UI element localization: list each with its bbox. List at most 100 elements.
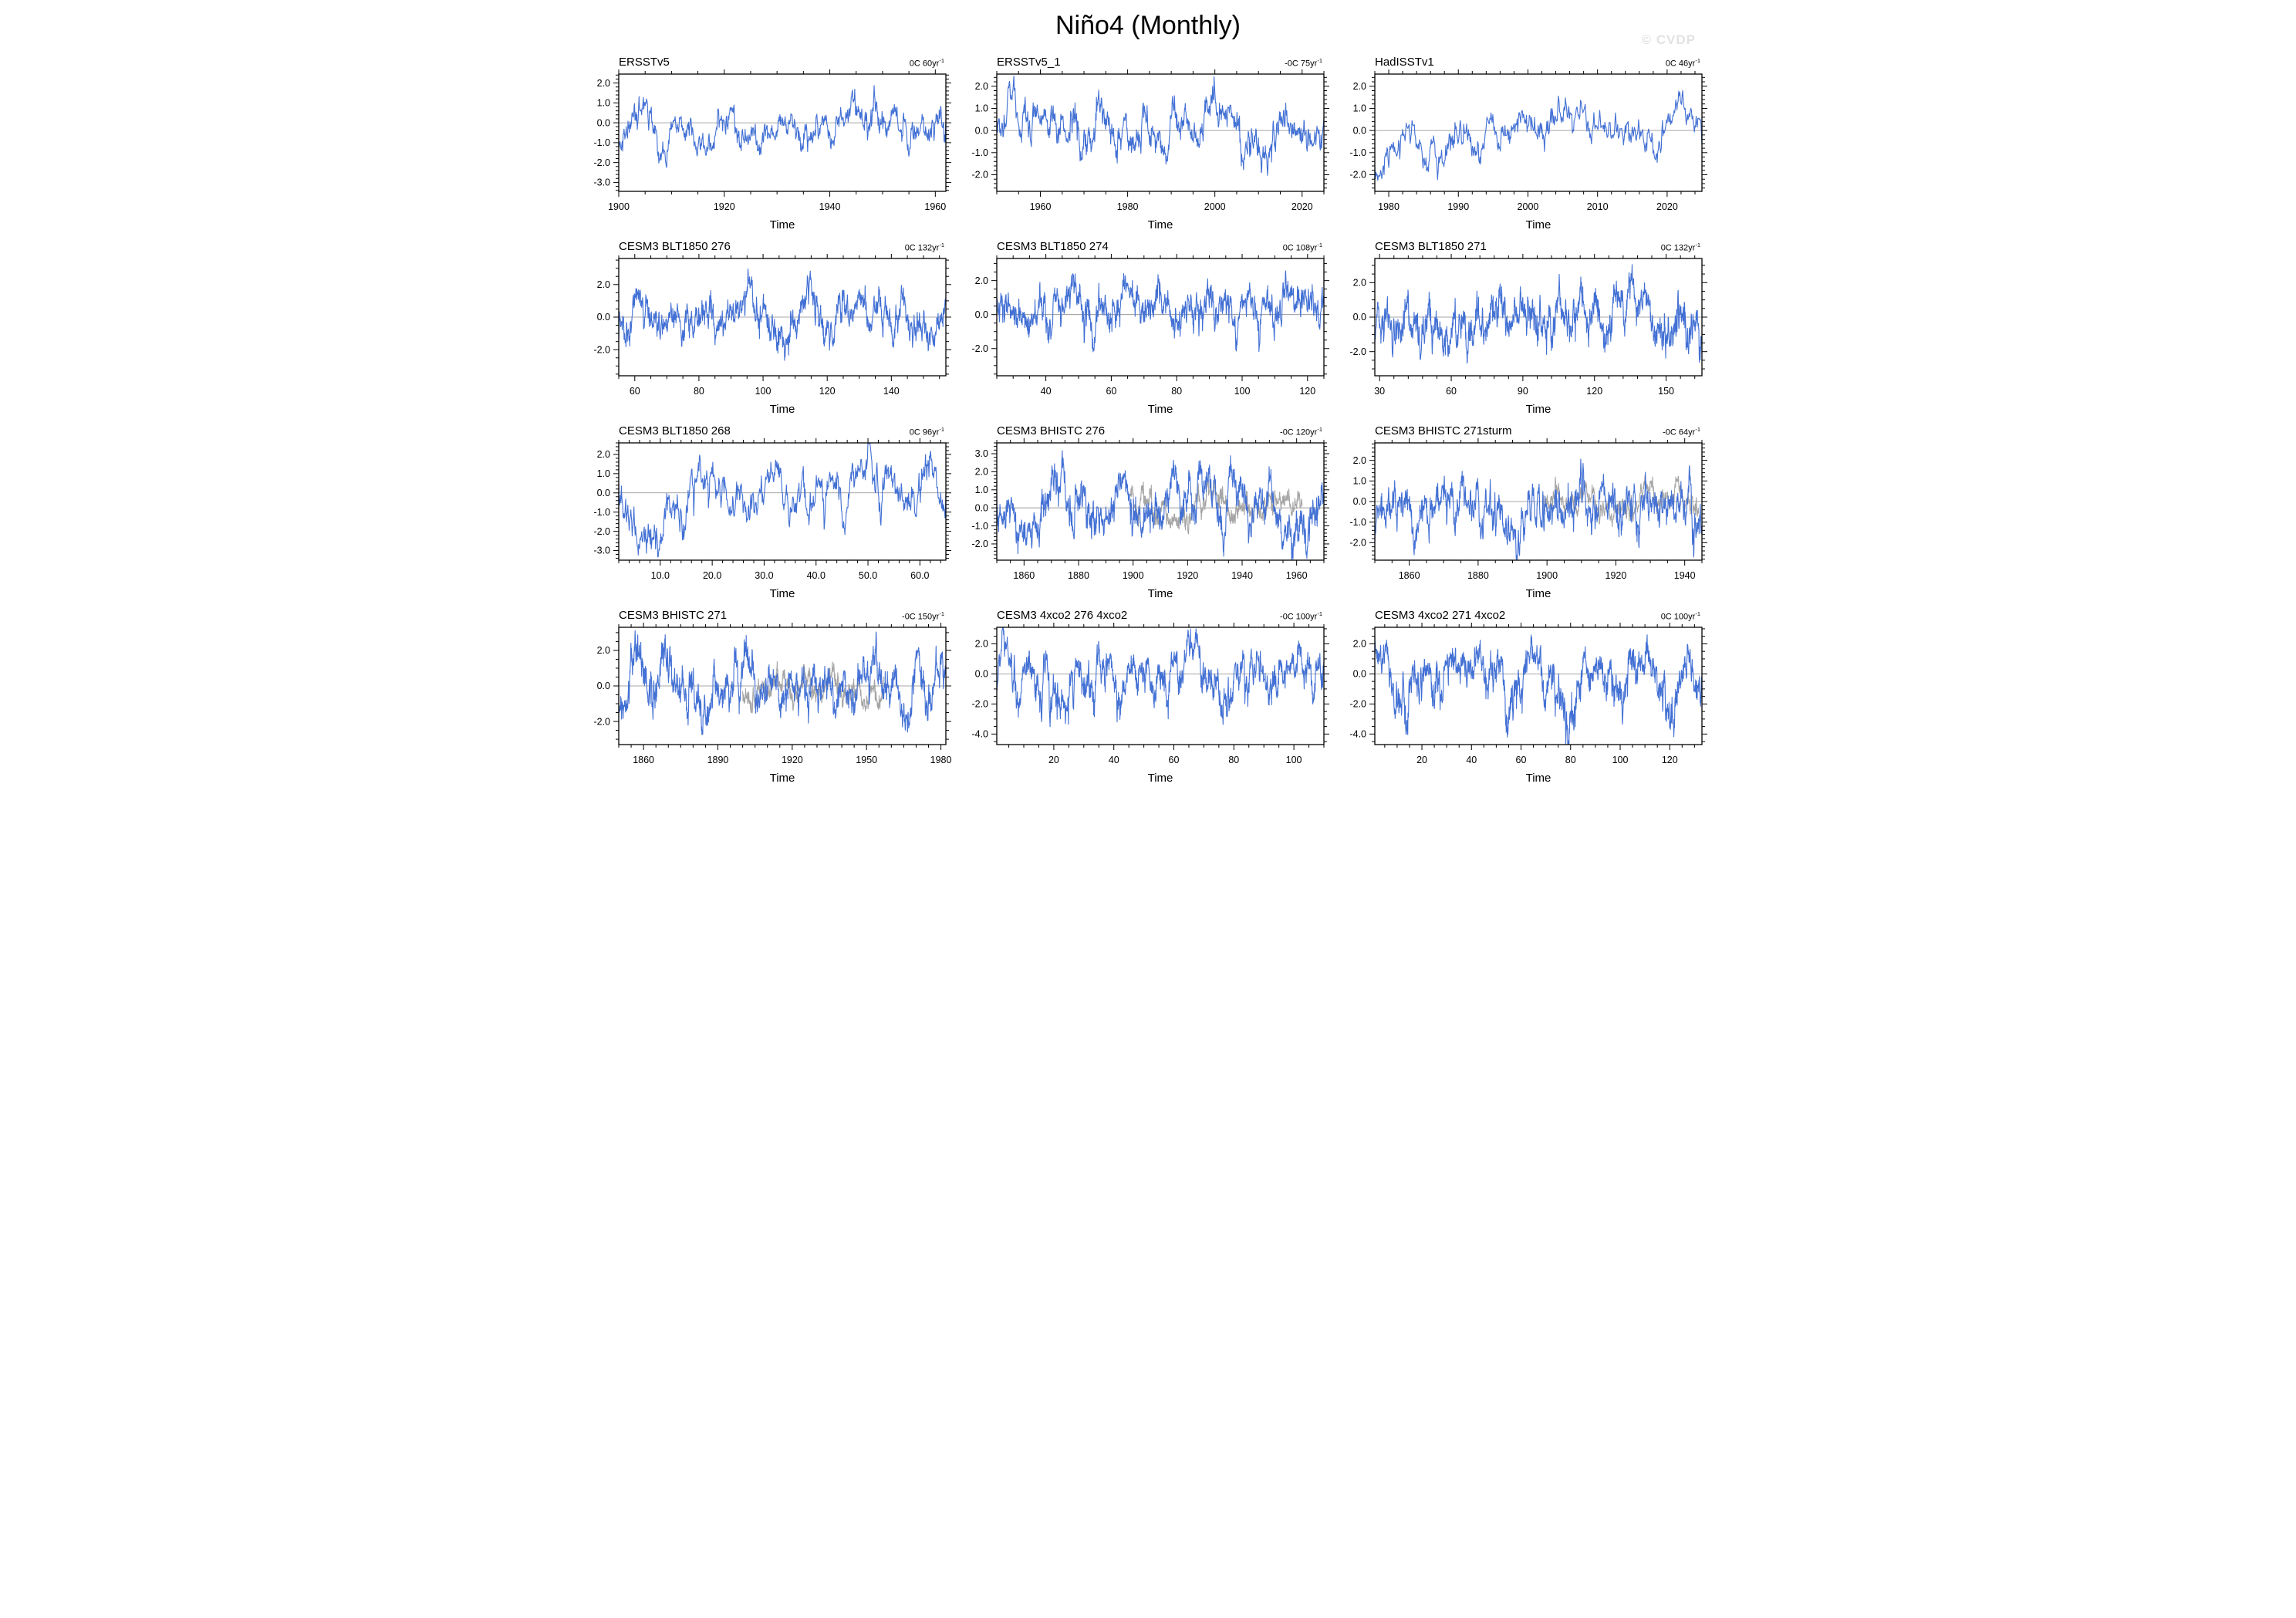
y-tick-label: 1.0 xyxy=(1353,103,1366,114)
panel-title: CESM3 BLT1850 274 xyxy=(997,240,1109,253)
x-tick-label: 120 xyxy=(1586,386,1602,397)
x-tick-label: 90 xyxy=(1518,386,1528,397)
panel-title: ERSSTv5_1 xyxy=(997,56,1061,69)
x-tick-label: 20 xyxy=(1048,755,1059,765)
trend-annotation-exponent: -1 xyxy=(939,426,944,434)
y-tick-label: 2.0 xyxy=(1353,277,1366,288)
plot-frame xyxy=(618,73,947,192)
x-tick-label: 40 xyxy=(1109,755,1119,765)
series-line-primary xyxy=(1375,264,1702,364)
series-line-primary xyxy=(619,443,946,558)
axis-ticks xyxy=(613,69,951,197)
axis-ticks xyxy=(1369,438,1707,566)
chart-panel: CESM3 BHISTC 271sturm -0C 64yr-1 1860 188… xyxy=(1336,422,1708,602)
plot-frame xyxy=(996,442,1325,561)
series-line-primary xyxy=(997,627,1324,728)
chart-panel: CESM3 4xco2 271 4xco2 0C 100yr-1 20 40 60 8… xyxy=(1336,606,1708,786)
panel-title: CESM3 BLT1850 271 xyxy=(1375,240,1487,253)
series-line-primary xyxy=(997,450,1324,560)
y-tick-label: 0.0 xyxy=(1353,312,1366,323)
x-tick-label: 40.0 xyxy=(807,570,826,581)
panels-grid: ERSSTv5 0C 60yr-1 1900 1920 1940 1960 2.0 1.0… xyxy=(574,53,1722,786)
y-tick-label: 2.0 xyxy=(975,467,988,478)
y-tick-label: -1.0 xyxy=(593,507,610,518)
trend-annotation-exponent: -1 xyxy=(1317,57,1322,65)
x-tick-label: 100 xyxy=(755,386,772,397)
x-axis-title: Time xyxy=(1526,772,1551,785)
x-tick-label: 40 xyxy=(1466,755,1477,765)
y-tick-label: 2.0 xyxy=(597,78,610,89)
y-tick-label: 1.0 xyxy=(597,98,610,109)
trend-annotation-exponent: -1 xyxy=(1317,242,1322,249)
trend-annotation-text: 0C 60yr xyxy=(909,59,940,69)
trend-annotation: 0C 60yr-1 xyxy=(910,56,944,69)
y-tick-label: -1.0 xyxy=(593,137,610,148)
y-tick-label: 2.0 xyxy=(597,449,610,460)
x-tick-label: 1920 xyxy=(1177,570,1198,581)
x-tick-label: 1880 xyxy=(1068,570,1089,581)
axis-ticks xyxy=(1369,254,1707,381)
x-tick-label: 1960 xyxy=(1286,570,1308,581)
panel-header: CESM3 4xco2 271 4xco2 0C 100yr-1 xyxy=(1336,606,1708,623)
chart-panel: CESM3 BLT1850 274 0C 108yr-1 40 60 80 100 12… xyxy=(958,238,1330,417)
x-tick-label: 1990 xyxy=(1447,201,1469,212)
y-tick-label: 2.0 xyxy=(597,279,610,290)
plot-frame xyxy=(618,442,947,561)
trend-annotation-text: 0C 132yr xyxy=(904,244,940,253)
x-tick-label: 2020 xyxy=(1292,201,1313,212)
timeseries-plot: 1860 1880 1900 1920 1940 2.0 1.0 0.0 -1.0 -2.0 Tim… xyxy=(1349,438,1707,600)
x-tick-label: 1940 xyxy=(1674,570,1696,581)
trend-annotation-exponent: -1 xyxy=(1695,610,1700,618)
trend-annotation: 0C 96yr-1 xyxy=(910,425,944,437)
trend-annotation-text: -0C 75yr xyxy=(1285,59,1318,69)
panel-title: CESM3 BLT1850 268 xyxy=(619,424,731,437)
y-tick-label: -1.0 xyxy=(1349,517,1366,528)
panel-header: HadISSTv1 0C 46yr-1 xyxy=(1336,53,1708,69)
y-tick-label: 2.0 xyxy=(1353,455,1366,466)
chart-panel: ERSSTv5 0C 60yr-1 1900 1920 1940 1960 2.0 1.0… xyxy=(580,53,952,233)
axis-ticks xyxy=(1369,69,1707,197)
panel-header: CESM3 BHISTC 271 -0C 150yr-1 xyxy=(580,606,952,623)
x-axis-title: Time xyxy=(1148,403,1173,416)
y-tick-label: -4.0 xyxy=(1349,729,1366,740)
timeseries-plot: 1860 1890 1920 1950 1980 2.0 0.0 -2.0 Time xyxy=(593,623,952,785)
y-tick-label: 0.0 xyxy=(1353,496,1366,507)
y-tick-label: 0.0 xyxy=(1353,125,1366,136)
y-tick-label: -2.0 xyxy=(593,157,610,168)
y-tick-label: -1.0 xyxy=(971,521,988,532)
y-tick-label: 2.0 xyxy=(1353,81,1366,92)
trend-annotation-text: 0C 96yr xyxy=(909,428,940,437)
series-line-primary xyxy=(619,630,946,735)
panel-header: CESM3 BHISTC 271sturm -0C 64yr-1 xyxy=(1336,422,1708,438)
y-tick-label: -2.0 xyxy=(971,699,988,710)
y-tick-label: 0.0 xyxy=(597,117,610,128)
timeseries-plot: 60 80 100 120 140 2.0 0.0 -2.0 Time xyxy=(593,254,951,416)
y-tick-label: -2.0 xyxy=(1349,170,1366,181)
y-tick-label: -1.0 xyxy=(971,147,988,158)
x-axis-title: Time xyxy=(770,403,795,416)
y-tick-label: 0.0 xyxy=(975,309,988,320)
y-tick-label: 1.0 xyxy=(597,468,610,479)
y-tick-label: -2.0 xyxy=(1349,346,1366,357)
chart-panel: HadISSTv1 0C 46yr-1 1980 1990 2000 2010 2020… xyxy=(1336,53,1708,233)
y-tick-label: -2.0 xyxy=(1349,699,1366,710)
x-tick-label: 80 xyxy=(1171,386,1182,397)
x-tick-label: 60 xyxy=(1446,386,1457,397)
x-tick-label: 120 xyxy=(1299,386,1315,397)
trend-annotation: 0C 132yr-1 xyxy=(905,241,944,253)
figure-page: Niño4 (Monthly) © CVDP ERSSTv5 0C 60yr-1… xyxy=(574,0,1722,794)
chart-panel: CESM3 BLT1850 271 0C 132yr-1 30 60 90 120 15… xyxy=(1336,238,1708,417)
y-tick-label: 2.0 xyxy=(597,645,610,656)
y-tick-label: 0.0 xyxy=(597,488,610,498)
y-tick-label: 3.0 xyxy=(975,448,988,459)
x-tick-label: 2000 xyxy=(1204,201,1226,212)
chart-panel: CESM3 BLT1850 276 0C 132yr-1 60 80 100 120 1… xyxy=(580,238,952,417)
trend-annotation-exponent: -1 xyxy=(1695,426,1700,434)
panel-title: HadISSTv1 xyxy=(1375,56,1434,69)
x-axis-title: Time xyxy=(770,218,795,231)
x-tick-label: 2020 xyxy=(1656,201,1678,212)
x-tick-label: 30.0 xyxy=(755,570,773,581)
axis-ticks xyxy=(991,254,1329,381)
y-tick-label: -2.0 xyxy=(971,539,988,549)
y-tick-label: -3.0 xyxy=(593,177,610,188)
